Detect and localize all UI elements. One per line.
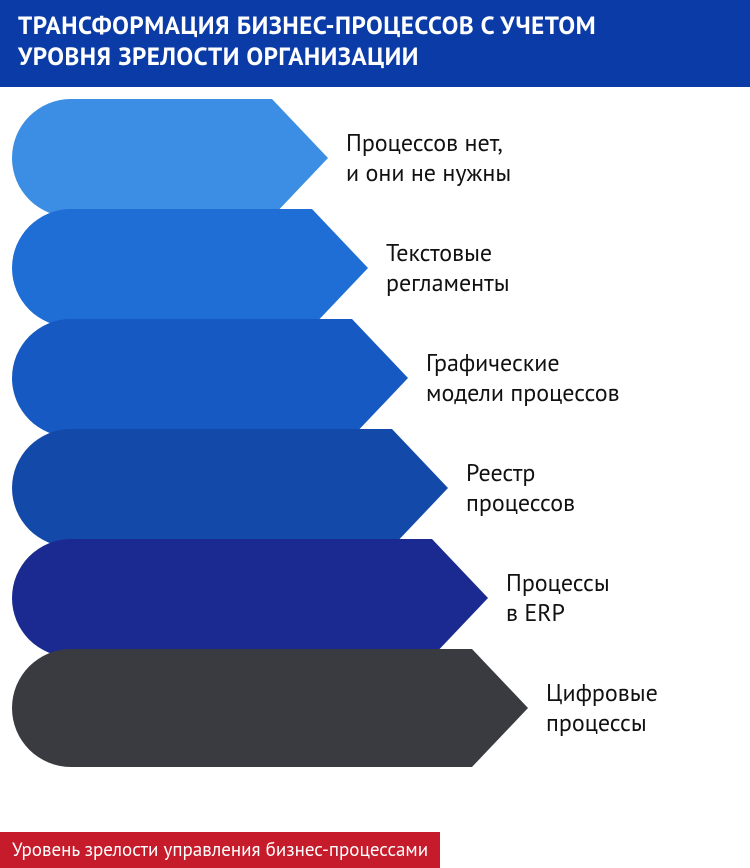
maturity-level-row: Цифровыепроцессы (0, 649, 750, 767)
maturity-level-label-line: модели процессов (426, 378, 620, 408)
maturity-level-row: Текстовыерегламенты (0, 209, 750, 327)
maturity-level-arrow (12, 649, 528, 767)
maturity-level-label: Цифровыепроцессы (546, 678, 658, 738)
arrow-icon (12, 539, 488, 657)
maturity-level-label: Процессыв ERP (506, 568, 610, 628)
maturity-level-label-line: процессов (466, 488, 575, 518)
maturity-level-label-line: Текстовые (386, 238, 510, 268)
maturity-level-label: Текстовыерегламенты (386, 238, 510, 298)
maturity-arrow-stack: Процессов нет,и они не нужны Текстовыерег… (0, 99, 750, 767)
maturity-level-label-line: процессы (546, 708, 658, 738)
maturity-level-label: Графическиемодели процессов (426, 348, 620, 408)
maturity-level-label-line: и они не нужны (346, 158, 511, 188)
arrow-icon (12, 429, 448, 547)
maturity-level-arrow (12, 539, 488, 657)
maturity-level-label-line: регламенты (386, 268, 510, 298)
footer-caption: Уровень зрелости управления бизнес-проце… (0, 832, 440, 868)
maturity-level-label-line: Процессы (506, 568, 610, 598)
maturity-level-label: Реестрпроцессов (466, 458, 575, 518)
arrow-icon (12, 319, 408, 437)
maturity-level-label-line: Цифровые (546, 678, 658, 708)
maturity-level-label: Процессов нет,и они не нужны (346, 128, 511, 188)
maturity-level-row: Графическиемодели процессов (0, 319, 750, 437)
arrow-icon (12, 99, 328, 217)
header-title-line-2: УРОВНЯ ЗРЕЛОСТИ ОРГАНИЗАЦИИ (18, 41, 732, 72)
header-title-line-1: ТРАНСФОРМАЦИЯ БИЗНЕС-ПРОЦЕССОВ С УЧЕТОМ (18, 10, 732, 41)
arrow-icon (12, 209, 368, 327)
maturity-level-row: Процессов нет,и они не нужны (0, 99, 750, 217)
maturity-level-row: Реестрпроцессов (0, 429, 750, 547)
maturity-level-arrow (12, 429, 448, 547)
maturity-level-label-line: Процессов нет, (346, 128, 511, 158)
maturity-level-arrow (12, 99, 328, 217)
maturity-level-arrow (12, 209, 368, 327)
maturity-level-arrow (12, 319, 408, 437)
arrow-icon (12, 649, 528, 767)
footer-caption-text: Уровень зрелости управления бизнес-проце… (12, 838, 428, 862)
header-bar: ТРАНСФОРМАЦИЯ БИЗНЕС-ПРОЦЕССОВ С УЧЕТОМ … (0, 0, 750, 87)
maturity-level-label-line: в ERP (506, 598, 610, 628)
maturity-level-label-line: Графические (426, 348, 620, 378)
maturity-level-label-line: Реестр (466, 458, 575, 488)
maturity-level-row: Процессыв ERP (0, 539, 750, 657)
